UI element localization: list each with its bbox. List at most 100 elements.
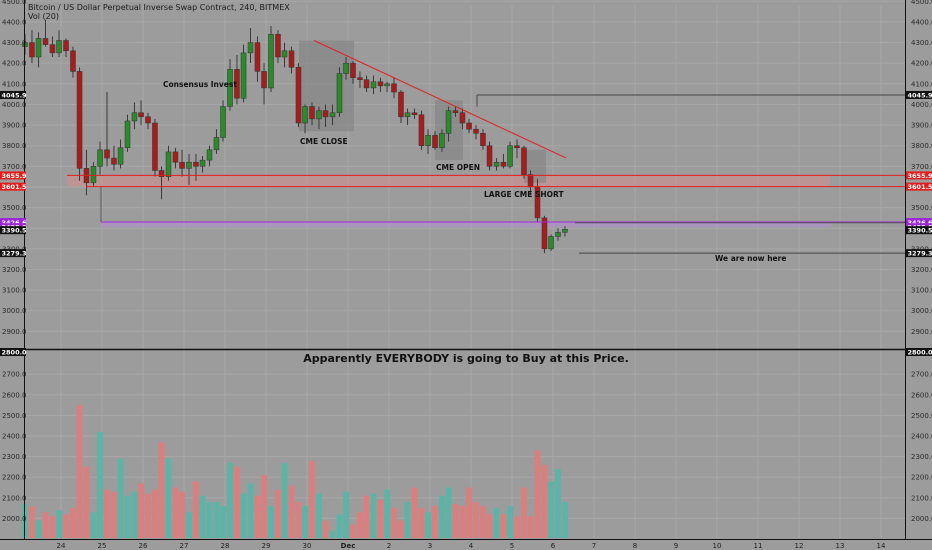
price-badge-right <box>906 226 932 235</box>
candle-down <box>486 145 493 167</box>
time-tick-label: 29 <box>262 542 271 550</box>
price-tick-left: 4300.0 <box>2 39 27 47</box>
chart-title: Bitcoin / US Dollar Perpetual Inverse Sw… <box>28 3 290 12</box>
candle-down <box>76 71 83 169</box>
volume-bar <box>274 489 281 538</box>
volume-bar <box>377 499 384 538</box>
candle-up <box>97 149 103 167</box>
volume-bar <box>261 475 268 538</box>
candle-up <box>302 106 308 124</box>
price-badge-text: 3279.3 <box>2 250 27 258</box>
candle-down <box>357 77 363 80</box>
volume-indicator-label[interactable]: Vol (20) <box>28 12 59 21</box>
candle-down <box>521 147 527 175</box>
candle-up <box>131 112 138 122</box>
overlays <box>67 40 905 254</box>
price-tick-left: 3000.0 <box>2 307 27 315</box>
candle-down <box>309 106 315 120</box>
volume-tick-left: 2200.0 <box>2 474 27 482</box>
time-tick-label: 28 <box>221 542 230 550</box>
volume-bar <box>97 431 104 538</box>
volume-bar <box>76 405 83 538</box>
volume-tick-left: 2600.0 <box>2 391 27 399</box>
price-tick-left: 4400.0 <box>2 18 27 26</box>
candle-down <box>104 149 110 159</box>
volume-tick-right: 2300.0 <box>911 453 932 461</box>
resistance-zone <box>67 40 831 228</box>
candle-up <box>329 112 336 118</box>
price-tick-right: 3100.0 <box>911 287 932 295</box>
volume-bar <box>165 458 172 538</box>
candle-down <box>145 116 151 124</box>
volume-tick-right: 2600.0 <box>911 391 932 399</box>
volume-bar <box>104 489 110 538</box>
price-tick-right: 4200.0 <box>911 60 932 68</box>
price-tick-right: 4300.0 <box>911 39 932 47</box>
candle-down <box>152 122 158 171</box>
volume-bar <box>459 506 466 538</box>
candle-down <box>29 42 35 58</box>
candle-down <box>70 50 76 72</box>
time-tick-label: 12 <box>795 542 804 550</box>
price-badge-right <box>906 249 932 258</box>
candle-up <box>316 110 322 120</box>
candle-up <box>117 147 124 165</box>
candle-up <box>281 50 288 58</box>
price-tick-right: 3000.0 <box>911 307 932 315</box>
annotation-now-here: We are now here <box>715 254 787 263</box>
candle-down <box>172 151 179 163</box>
candle-up <box>213 137 220 151</box>
volume-bar <box>90 512 97 538</box>
volume-bar <box>507 506 514 538</box>
price-badge-left <box>0 218 26 227</box>
time-tick-label: 10 <box>713 542 722 550</box>
price-badge-right <box>906 171 932 180</box>
volume-bar <box>527 516 534 538</box>
volume-bar <box>35 520 42 538</box>
price-tick-right: 3500.0 <box>911 204 932 212</box>
volume-bar <box>158 442 165 538</box>
price-tick-left: 4200.0 <box>2 60 27 68</box>
candle-up <box>240 52 247 99</box>
volume-bar <box>186 512 192 538</box>
volume-bar <box>329 530 336 538</box>
price-tick-left: 2900.0 <box>2 328 27 336</box>
volume-tick-left: 2300.0 <box>2 453 27 461</box>
volume-bar <box>466 487 473 538</box>
candle-up <box>206 149 213 161</box>
time-tick-label: 24 <box>57 542 66 550</box>
volume-bar <box>438 495 445 538</box>
time-tick-label: 11 <box>754 542 763 550</box>
volume-bar <box>42 512 49 538</box>
candle-up <box>425 135 431 146</box>
price-tick-left: 3800.0 <box>2 142 27 150</box>
price-badge-text: 3390.5 <box>908 227 932 235</box>
volume-bar <box>425 512 432 538</box>
volume-bar <box>288 485 295 538</box>
candle-down <box>527 174 534 188</box>
candle-down <box>432 135 438 149</box>
time-tick-label: 25 <box>98 542 107 550</box>
volume-bar <box>28 506 35 538</box>
candle-down <box>158 170 165 177</box>
volume-bar <box>227 462 233 538</box>
price-tick-right: 3800.0 <box>911 142 932 150</box>
volume-bar <box>356 512 363 538</box>
time-tick-label: 9 <box>674 542 678 550</box>
candle-up <box>227 69 233 107</box>
candle-down <box>418 114 425 146</box>
volume-bar <box>500 514 507 538</box>
price-badge-left <box>0 249 26 258</box>
candle-up <box>35 38 42 58</box>
volume-bar <box>233 466 240 538</box>
candle-down <box>500 161 507 167</box>
candle-down <box>63 40 69 52</box>
candle-down <box>473 128 479 134</box>
price-badge-right <box>906 218 932 227</box>
price-badge-right <box>906 90 932 99</box>
candle-down <box>466 122 472 130</box>
price-tick-right: 2900.0 <box>911 328 932 336</box>
candle-up <box>124 120 131 149</box>
price-badge-left <box>0 171 26 180</box>
